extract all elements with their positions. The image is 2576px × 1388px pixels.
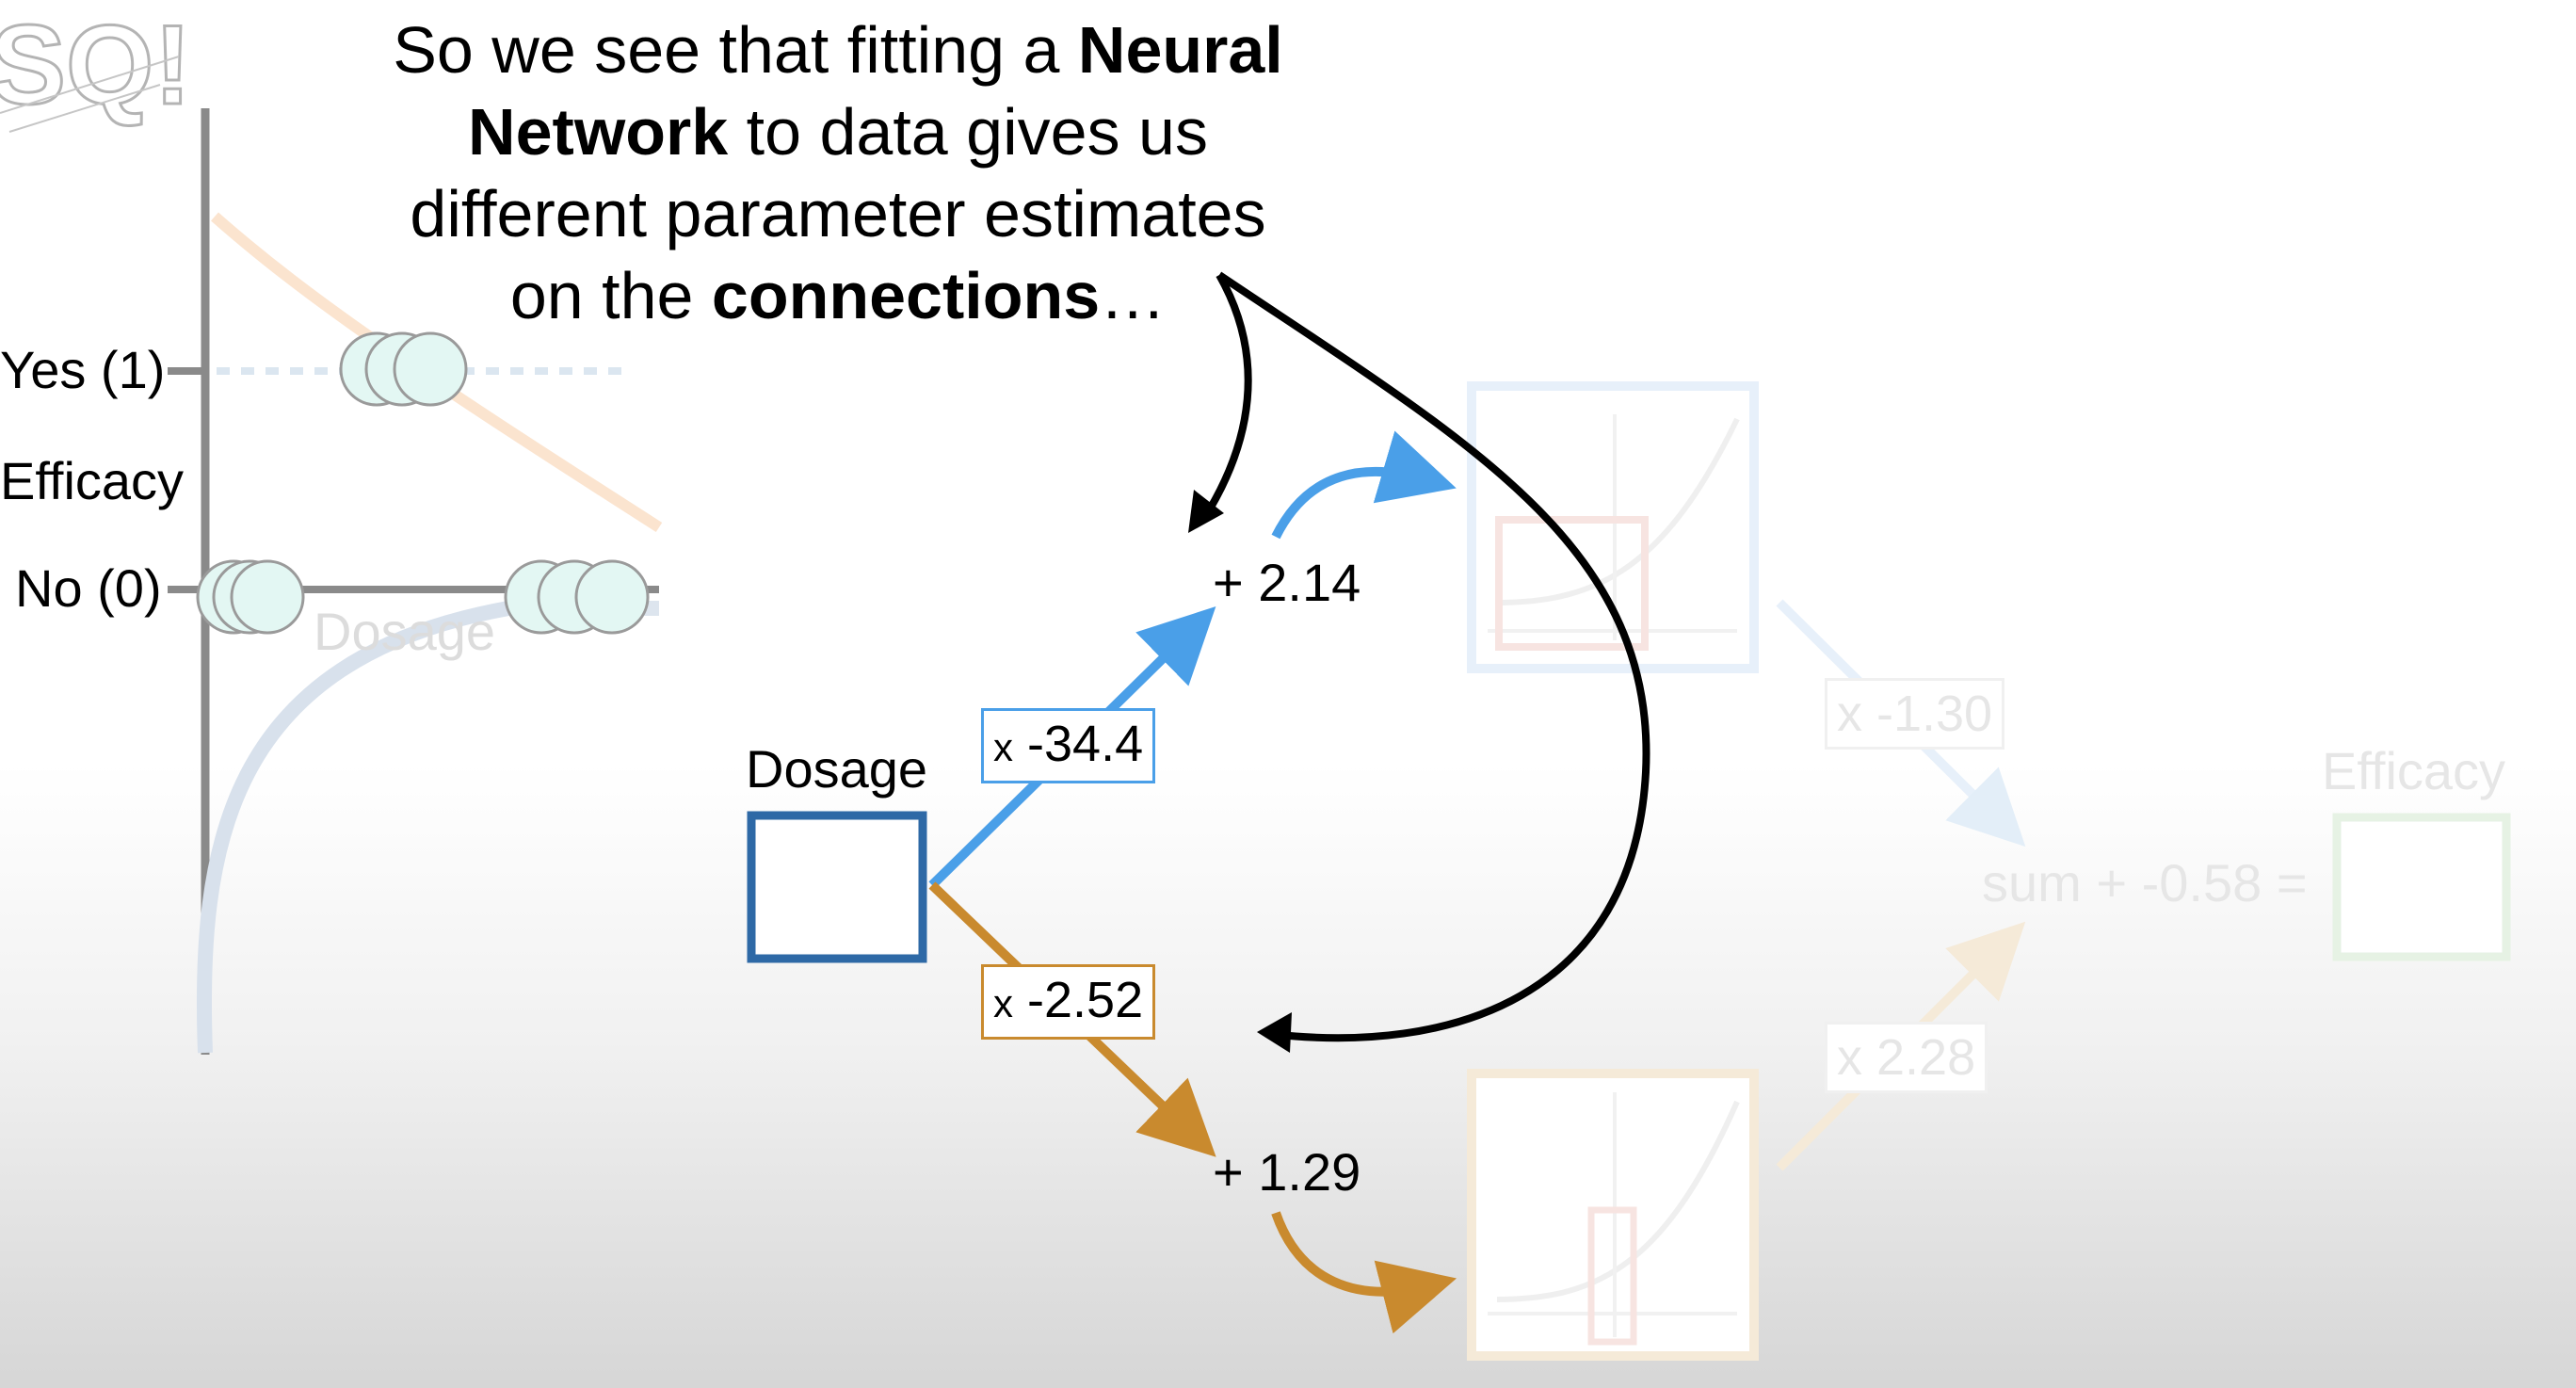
weight-bottom-value: -2.52 — [1027, 972, 1144, 1028]
input-node-box — [747, 811, 927, 963]
bottom-hidden-node-faded — [1467, 1069, 1759, 1361]
blue-curved-arrow — [1271, 430, 1457, 540]
caption-text: So we see that fitting a Neural Network … — [282, 9, 1393, 337]
bias-top: + 2.14 — [1213, 553, 1361, 612]
caption-bold-connections: connections — [711, 259, 1101, 332]
weight-out-top-faded: x -1.30 — [1825, 678, 2005, 750]
blue-curve — [196, 601, 510, 1054]
top-hidden-node-faded — [1467, 381, 1759, 673]
logo-icon: SQ! — [0, 1, 193, 133]
bias-bottom: + 1.29 — [1213, 1142, 1361, 1202]
caption-part1: So we see that fitting a — [393, 13, 1078, 87]
caption-part3: on the — [509, 259, 712, 332]
no-points-right — [504, 559, 650, 635]
weight-top-prefix: x — [993, 725, 1013, 769]
weight-out-bottom-faded: x 2.28 — [1825, 1022, 1988, 1093]
dosage-axis-label: Dosage — [314, 602, 496, 661]
caption-bold-neural: Neural — [1077, 13, 1283, 87]
weight-box-top: x -34.4 — [981, 708, 1156, 783]
weight-top-value: -34.4 — [1027, 716, 1144, 772]
sum-text-faded: sum + -0.58 = — [1982, 853, 2308, 912]
orange-curved-arrow — [1271, 1211, 1457, 1334]
svg-text:SQ!: SQ! — [0, 2, 191, 128]
no-label: No (0) — [15, 558, 162, 618]
black-arrowhead-bottom — [1257, 1012, 1292, 1053]
efficacy-axis-label: Efficacy — [0, 451, 185, 510]
yes-label: Yes (1) — [0, 340, 166, 399]
input-node-label: Dosage — [746, 739, 928, 799]
caption-line3: different parameter estimates — [410, 177, 1266, 250]
black-connections-arrow — [1199, 271, 1650, 1042]
weight-bottom-prefix: x — [993, 981, 1013, 1025]
yes-points — [339, 331, 468, 407]
caption-bold-network: Network — [468, 95, 729, 169]
weight-box-bottom: x -2.52 — [981, 964, 1156, 1040]
black-arrowhead-top — [1188, 490, 1224, 533]
caption-part2: to data gives us — [728, 95, 1208, 169]
caption-part4: … — [1100, 259, 1167, 332]
output-label-faded: Efficacy — [2322, 741, 2506, 800]
output-node-box-faded — [2332, 813, 2511, 961]
no-points-left — [196, 559, 305, 635]
